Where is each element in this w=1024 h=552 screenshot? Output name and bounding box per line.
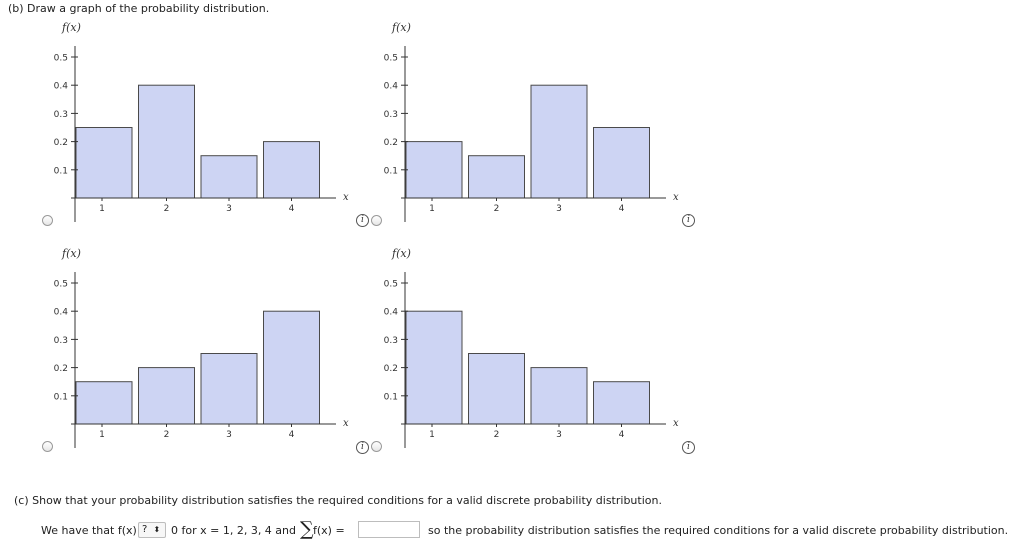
y-tick-label: 0.4 — [384, 308, 399, 318]
y-tick-label: 0.5 — [384, 280, 398, 290]
bar-x-4 — [263, 310, 320, 425]
inequality-dropdown[interactable]: ? ⬍ — [138, 522, 166, 538]
x-tick-label: 1 — [429, 430, 435, 440]
option-2-radio[interactable] — [371, 215, 382, 226]
bar-x-3 — [200, 353, 258, 425]
option-4-chart: 0.1 0.2 0.3 0.4 0.5 1 2 3 4 f(x) x — [384, 247, 679, 448]
bar-x-2 — [138, 367, 195, 425]
x-tick-label: 2 — [494, 204, 500, 214]
x-tick-label: 4 — [619, 204, 625, 214]
dropdown-value: ? — [142, 524, 148, 535]
bar-x-2 — [138, 84, 195, 199]
y-tick-label: 0.1 — [384, 392, 398, 402]
x-axis-label: x — [343, 192, 349, 203]
x-axis-label: x — [673, 418, 679, 429]
dropdown-arrows-icon: ⬍ — [153, 525, 161, 534]
y-tick-label: 0.2 — [384, 138, 398, 148]
x-tick-label: 1 — [99, 430, 105, 440]
option-3-info-icon[interactable]: i — [356, 441, 369, 454]
x-tick-label: 1 — [99, 204, 105, 214]
option-4-radio[interactable] — [371, 441, 382, 452]
y-axis-label: f(x) — [391, 21, 411, 34]
x-tick-label: 1 — [429, 204, 435, 214]
option-1-info-icon[interactable]: i — [356, 214, 369, 227]
x-tick-label: 3 — [556, 430, 562, 440]
sigma-icon: ∑ — [300, 518, 314, 540]
option-3-chart: 0.1 0.2 0.3 0.4 0.5 1 2 3 4 f(x) x — [54, 247, 349, 448]
bar-x-4 — [263, 141, 320, 199]
bar-x-4 — [593, 381, 650, 425]
x-tick-label: 3 — [556, 204, 562, 214]
y-tick-label: 0.5 — [54, 280, 68, 290]
x-axis-label: x — [343, 418, 349, 429]
y-tick-label: 0.5 — [54, 54, 68, 64]
bar-x-1 — [75, 381, 133, 425]
y-tick-label: 0.1 — [384, 166, 398, 176]
option-4-info-icon[interactable]: i — [682, 441, 695, 454]
sum-answer-input[interactable] — [358, 521, 420, 538]
x-tick-label: 3 — [226, 204, 232, 214]
part-b-prompt: (b) Draw a graph of the probability dist… — [8, 2, 270, 15]
y-tick-label: 0.2 — [54, 138, 68, 148]
y-tick-label: 0.3 — [54, 336, 68, 346]
y-tick-label: 0.4 — [384, 82, 399, 92]
bar-x-3 — [530, 367, 588, 425]
y-axis-label: f(x) — [61, 21, 81, 34]
x-tick-label: 4 — [289, 430, 295, 440]
y-tick-label: 0.4 — [54, 82, 69, 92]
y-tick-label: 0.1 — [54, 392, 68, 402]
option-2-chart: 0.1 0.2 0.3 0.4 0.5 1 2 3 4 f(x) x — [384, 21, 679, 222]
bar-x-1 — [405, 141, 463, 199]
option-3-radio[interactable] — [42, 441, 53, 452]
x-axis-label: x — [673, 192, 679, 203]
y-tick-label: 0.1 — [54, 166, 68, 176]
x-tick-label: 3 — [226, 430, 232, 440]
x-tick-label: 2 — [494, 430, 500, 440]
x-tick-label: 4 — [289, 204, 295, 214]
part-c-line-start: We have that f(x) — [41, 524, 137, 537]
part-c-prompt: (c) Show that your probability distribut… — [14, 494, 662, 507]
y-axis-label: f(x) — [61, 247, 81, 260]
x-tick-label: 2 — [164, 204, 170, 214]
option-1-radio[interactable] — [42, 215, 53, 226]
sum-expression: f(x) = — [313, 524, 345, 537]
x-tick-label: 4 — [619, 430, 625, 440]
option-2-info-icon[interactable]: i — [682, 214, 695, 227]
part-c-condition-text: 0 for x = 1, 2, 3, 4 and — [171, 524, 297, 537]
y-tick-label: 0.2 — [54, 364, 68, 374]
bar-x-3 — [200, 155, 258, 199]
option-1-chart: 0.1 0.2 0.3 0.4 0.5 1 2 3 4 f(x) x — [54, 21, 349, 222]
y-tick-label: 0.3 — [384, 336, 398, 346]
bar-x-2 — [468, 353, 525, 425]
bar-x-2 — [468, 155, 525, 199]
bar-x-3 — [530, 84, 588, 199]
y-tick-label: 0.2 — [384, 364, 398, 374]
y-tick-label: 0.3 — [384, 110, 398, 120]
x-tick-label: 2 — [164, 430, 170, 440]
bar-x-1 — [75, 127, 133, 199]
y-tick-label: 0.4 — [54, 308, 69, 318]
part-c-line-end: so the probability distribution satisfie… — [428, 524, 1009, 537]
bar-x-4 — [593, 127, 650, 199]
y-axis-label: f(x) — [391, 247, 411, 260]
bar-x-1 — [405, 310, 463, 425]
y-tick-label: 0.5 — [384, 54, 398, 64]
y-tick-label: 0.3 — [54, 110, 68, 120]
